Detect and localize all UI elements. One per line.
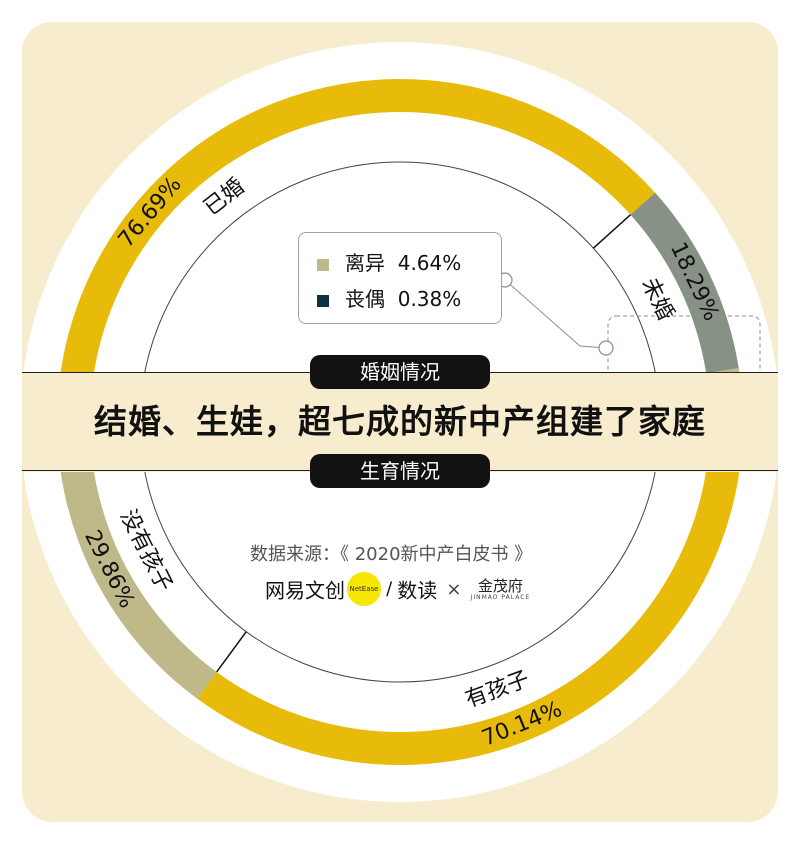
shudu-logo: 数读 bbox=[397, 578, 438, 603]
marriage-slice-unmarried bbox=[630, 192, 739, 374]
jinmao-logo-en: JINMAO PALACE bbox=[470, 593, 531, 601]
legend-connector bbox=[504, 279, 607, 349]
legend-item-widowed: 丧偶 0.38% bbox=[317, 283, 461, 313]
marriage-slice-married bbox=[57, 78, 656, 422]
fertility-section-pill: 生育情况 bbox=[310, 454, 490, 488]
jinmao-logo-cn: 金茂府 bbox=[477, 576, 523, 595]
marriage-section-pill: 婚姻情况 bbox=[310, 355, 490, 389]
legend-label-divorced: 离异 bbox=[345, 251, 385, 275]
connector-dot-end bbox=[598, 340, 614, 356]
legend-swatch-divorced bbox=[317, 258, 329, 271]
logo-separator: / bbox=[386, 578, 393, 600]
divider-married-unmarried bbox=[592, 214, 632, 249]
legend-label-widowed: 丧偶 bbox=[345, 287, 385, 311]
legend-box: 离异 4.64% 丧偶 0.38% bbox=[298, 232, 502, 324]
netease-logo: 网易文创 bbox=[265, 578, 345, 603]
divider-children bbox=[216, 631, 247, 673]
fertility-slice-has-children bbox=[197, 422, 743, 765]
legend-item-divorced: 离异 4.64% bbox=[317, 247, 461, 277]
legend-swatch-widowed bbox=[317, 294, 329, 307]
logo-row: 网易文创 NetEase / 数读 × 金茂府 JINMAO PALACE bbox=[265, 572, 530, 608]
legend-value-widowed: 0.38% bbox=[397, 287, 462, 311]
data-source: 数据来源：《 2020新中产白皮书 》 bbox=[250, 544, 533, 565]
fertility-slice-no-children bbox=[57, 422, 217, 699]
headline-title: 结婚、生娃，超七成的新中产组建了家庭 bbox=[94, 402, 706, 441]
netease-badge-icon: NetEase bbox=[347, 572, 381, 606]
jinmao-logo: 金茂府 JINMAO PALACE bbox=[471, 578, 531, 601]
legend-value-divorced: 4.64% bbox=[397, 251, 462, 275]
logo-times: × bbox=[446, 578, 462, 600]
